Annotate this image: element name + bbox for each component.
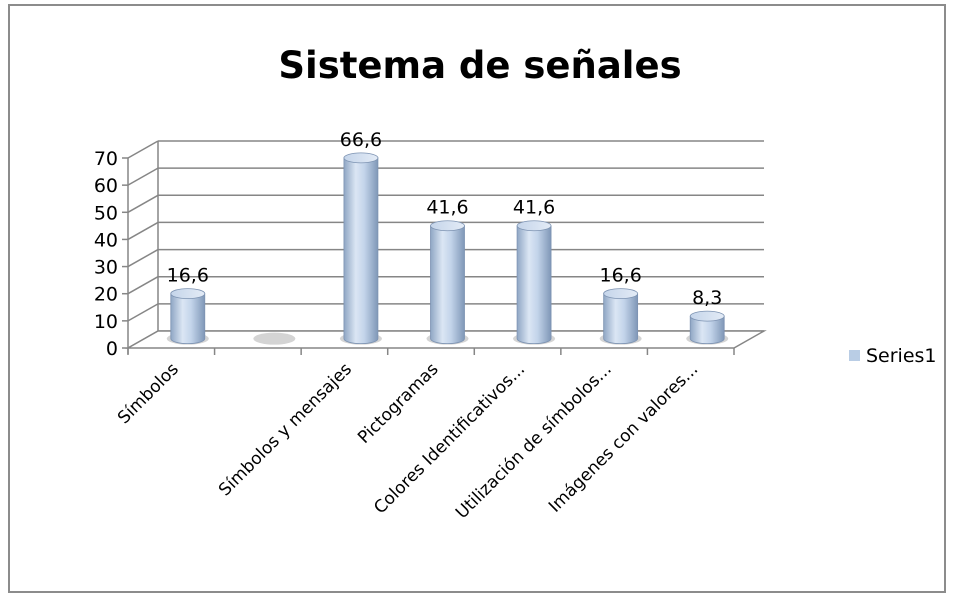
legend-label: Series1 [866,345,937,367]
data-label: 16,6 [599,265,641,287]
bar-top [603,288,639,299]
bar: 41,6 [426,197,469,345]
chart-frame: Sistema de señales 0 10 20 30 40 50 60 70 16,6 6… [8,4,946,593]
bar: 66,6 [340,129,382,345]
y-tick-label: 60 [94,175,118,197]
gridline-side [127,194,159,213]
gridline-side [127,140,159,159]
gridline-side [127,167,159,186]
data-label: 66,6 [340,129,382,151]
data-label: 16,6 [167,265,209,287]
bar: 16,6 [167,265,209,345]
bar-top [689,310,725,322]
bar-body [343,157,379,345]
bar: 41,6 [513,197,555,345]
bar-top [430,220,465,232]
chart-title: Sistema de señales [278,44,681,87]
bar-body [516,225,552,345]
bar-shadow [253,332,296,345]
y-tick-label: 50 [94,202,118,224]
y-tick-label: 40 [94,229,118,251]
x-tick-label: Símbolos [114,359,183,428]
bars: 16,6 66,6 41,6 41,6 16,6 8,3 [167,129,729,345]
x-tick-label: Colores Identificativos... [370,359,529,518]
gridline-side [127,276,159,295]
y-tick-label: 20 [94,284,118,306]
gridline-side [127,221,159,241]
y-tick-label: 10 [94,311,118,333]
gridline-side [127,248,159,268]
bar: 8,3 [689,287,725,345]
x-tick-label: Pictogramas [354,359,443,448]
category-labels: Símbolos Símbolos y mensajesPictogramasCo… [114,359,702,523]
data-label: 41,6 [426,197,468,219]
x-tick-label: Utilización de símbolos... [452,359,616,523]
x-tick-label: Imágenes con valores... [545,359,702,516]
bar-top [343,152,379,164]
legend: Series1 [849,345,937,367]
bar-body [689,315,725,345]
bar-top [170,288,206,299]
bar-top [516,220,552,232]
y-tick-label: 0 [106,338,118,360]
data-label: 8,3 [692,287,722,309]
bar: 16,6 [599,265,642,345]
data-label: 41,6 [513,197,555,219]
legend-swatch [849,350,860,361]
bar-body [603,293,639,345]
x-tick-label: Símbolos y mensajes [215,359,356,500]
chart: Sistema de señales 0 10 20 30 40 50 60 70 16,6 6… [94,44,937,523]
y-tick-label: 30 [94,257,118,279]
bar-body [430,225,465,345]
y-tick-label: 70 [94,148,118,170]
bar-body [170,293,206,345]
gridline-side [127,303,159,322]
